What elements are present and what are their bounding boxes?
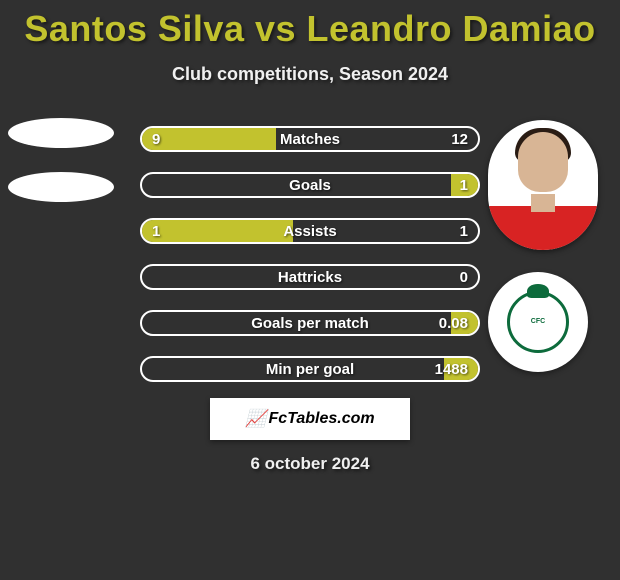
bar-label: Goals bbox=[140, 172, 480, 198]
page-title: Santos Silva vs Leandro Damiao bbox=[0, 0, 620, 50]
bar-value-left: 9 bbox=[152, 126, 160, 152]
bar-label: Matches bbox=[140, 126, 480, 152]
subtitle: Club competitions, Season 2024 bbox=[0, 64, 620, 85]
tree-icon bbox=[527, 284, 549, 298]
source-text: FcTables.com bbox=[269, 410, 375, 428]
player2-photo bbox=[488, 120, 598, 250]
bar-value-right: 0 bbox=[460, 264, 468, 290]
chart-icon: 📈 bbox=[245, 409, 266, 429]
stat-row: Goals per match0.08 bbox=[140, 310, 480, 336]
bar-value-right: 0.08 bbox=[439, 310, 468, 336]
left-placeholder-images bbox=[8, 118, 114, 202]
date-text: 6 october 2024 bbox=[0, 454, 620, 474]
bar-label: Assists bbox=[140, 218, 480, 244]
stat-row: Assists1 1 bbox=[140, 218, 480, 244]
stat-row: Matches9 12 bbox=[140, 126, 480, 152]
bar-label: Goals per match bbox=[140, 310, 480, 336]
stat-row: Goals1 bbox=[140, 172, 480, 198]
bar-label: Min per goal bbox=[140, 356, 480, 382]
club1-placeholder bbox=[8, 172, 114, 202]
player1-placeholder bbox=[8, 118, 114, 148]
stat-row: Min per goal1488 bbox=[140, 356, 480, 382]
bar-value-left: 1 bbox=[152, 218, 160, 244]
source-badge: 📈 FcTables.com bbox=[210, 398, 410, 440]
bar-value-right: 1 bbox=[460, 172, 468, 198]
bar-value-right: 12 bbox=[451, 126, 468, 152]
bar-value-right: 1488 bbox=[435, 356, 468, 382]
bar-label: Hattricks bbox=[140, 264, 480, 290]
club2-badge: CFC bbox=[488, 272, 588, 372]
stats-bars: Matches912Goals1Assists11Hattricks0Goals… bbox=[140, 126, 480, 402]
club2-badge-text: CFC bbox=[531, 318, 545, 326]
bar-value-right: 1 bbox=[460, 218, 468, 244]
right-images: CFC bbox=[488, 120, 598, 372]
stat-row: Hattricks0 bbox=[140, 264, 480, 290]
